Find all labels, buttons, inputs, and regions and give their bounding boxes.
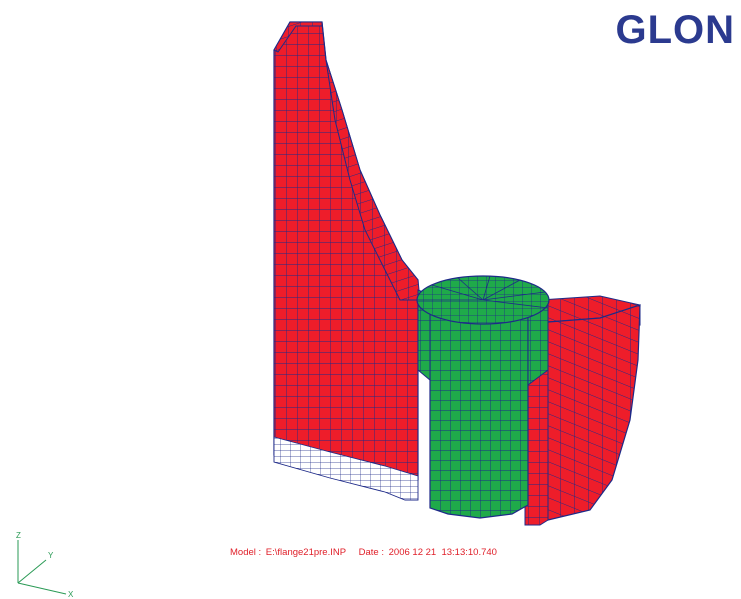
axis-y-label: Y: [48, 551, 54, 560]
model-info-line: Model : E:\flange21pre.INP Date : 2006 1…: [230, 547, 499, 558]
model-label: Model :: [230, 547, 262, 558]
axis-z-label: Z: [16, 531, 21, 540]
axis-x-label: X: [68, 590, 74, 599]
flange-ring-outer: [539, 304, 641, 521]
axis-triad: Z Y X: [16, 531, 74, 599]
bolt-shank: [429, 294, 529, 519]
glon-logo: GLON: [615, 8, 735, 52]
date-value: 2006 12 21 13:13:10.740: [388, 547, 497, 558]
model-path: E:\flange21pre.INP: [265, 547, 347, 558]
bolt-top-radial-lines: [417, 275, 549, 309]
date-label: Date :: [358, 547, 384, 558]
flange-base-strip: [273, 436, 419, 501]
